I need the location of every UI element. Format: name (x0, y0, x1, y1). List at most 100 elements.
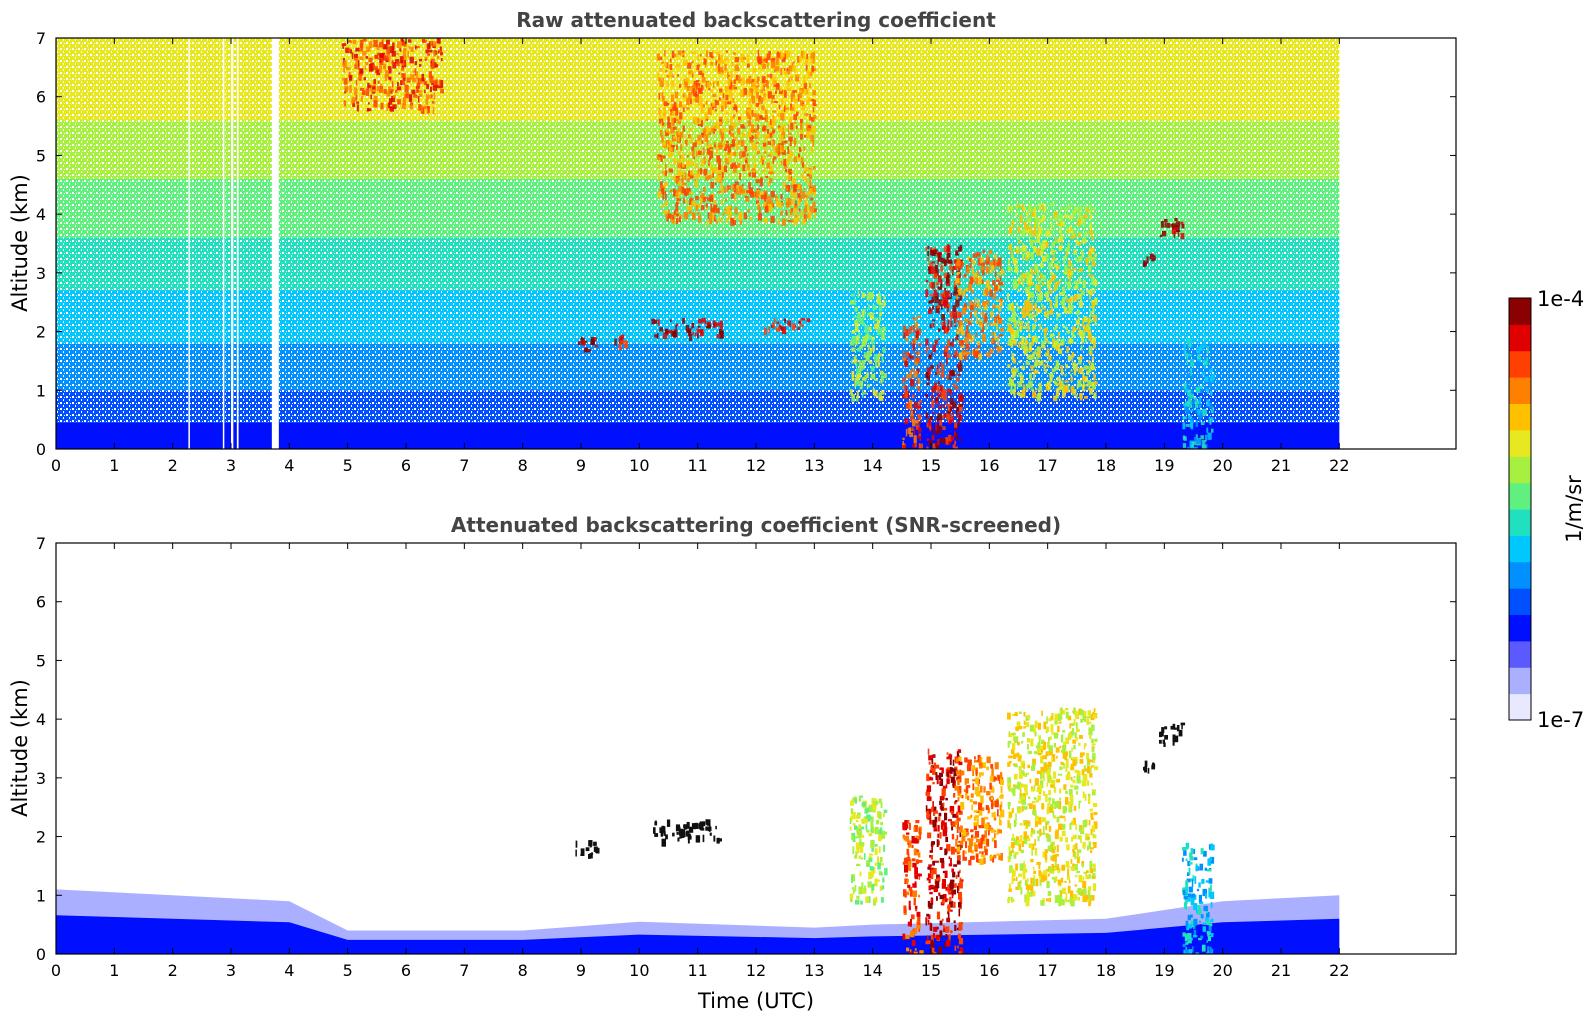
feature-cell (710, 197, 713, 201)
feature-cell (774, 318, 776, 322)
feature-cell (797, 94, 800, 102)
feature-cell (1061, 830, 1066, 837)
feature-cell (1068, 801, 1073, 806)
feature-cell (1211, 428, 1214, 433)
feature-cell (678, 828, 683, 836)
feature-cell (651, 318, 656, 325)
feature-cell (1028, 313, 1033, 320)
feature-cell (990, 266, 993, 274)
feature-cell (739, 164, 742, 167)
feature-cell (941, 364, 945, 372)
feature-cell (853, 298, 857, 305)
feature-cell (978, 304, 981, 309)
feature-cell (730, 125, 734, 131)
feature-cell (916, 921, 921, 929)
feature-cell (949, 767, 953, 774)
feature-cell (1067, 259, 1072, 267)
feature-cell (918, 343, 922, 347)
feature-cell (695, 195, 699, 201)
feature-cell (1079, 758, 1084, 764)
feature-cell (963, 303, 967, 310)
feature-cell (867, 350, 872, 357)
feature-cell (1013, 322, 1016, 326)
feature-cell (1083, 871, 1088, 874)
feature-cell (763, 327, 767, 336)
feature-cell (663, 101, 668, 106)
feature-cell (947, 890, 952, 894)
feature-cell (689, 151, 692, 155)
feature-cell (778, 104, 781, 110)
feature-cell (939, 894, 945, 900)
feature-cell (991, 803, 994, 810)
feature-cell (1195, 419, 1199, 427)
feature-cell (759, 115, 763, 120)
feature-cell (939, 858, 944, 863)
feature-cell (1074, 233, 1077, 239)
feature-cell (1064, 751, 1069, 756)
feature-cell (1080, 345, 1083, 351)
feature-cell (917, 873, 922, 877)
feature-cell (946, 767, 951, 770)
feature-cell (1206, 920, 1210, 926)
feature-cell (401, 66, 405, 71)
feature-cell (750, 51, 753, 55)
feature-cell (914, 358, 918, 366)
feature-cell (953, 768, 957, 777)
feature-cell (720, 72, 725, 76)
feature-cell (1206, 952, 1208, 954)
feature-cell (691, 823, 697, 830)
feature-cell (1065, 860, 1070, 868)
feature-cell (1023, 831, 1028, 839)
feature-cell (1054, 339, 1058, 346)
feature-cell (660, 181, 663, 188)
feature-cell (1087, 387, 1092, 391)
feature-cell (909, 889, 913, 897)
feature-cell (746, 112, 750, 119)
feature-cell (1023, 836, 1028, 845)
feature-cell (1048, 341, 1051, 345)
feature-cell (662, 122, 665, 126)
feature-cell (1178, 729, 1183, 737)
feature-cell (1038, 735, 1041, 740)
feature-cell (666, 215, 669, 222)
feature-cell (1041, 817, 1047, 822)
feature-cell (743, 88, 748, 96)
feature-cell (695, 162, 698, 169)
feature-cell (986, 791, 991, 796)
feature-cell (1013, 764, 1018, 768)
feature-cell (909, 432, 913, 438)
feature-cell (1082, 375, 1085, 382)
feature-cell (761, 98, 763, 103)
feature-cell (1027, 320, 1029, 329)
feature-cell (973, 816, 977, 821)
feature-cell (1208, 887, 1212, 892)
feature-cell (1055, 265, 1059, 271)
feature-cell (903, 325, 906, 332)
feature-cell (795, 200, 797, 206)
feature-cell (959, 793, 962, 798)
x-tick-label: 19 (1154, 456, 1174, 475)
feature-cell (707, 107, 712, 115)
feature-cell (954, 780, 956, 787)
feature-cell (1083, 773, 1088, 781)
feature-cell (1189, 852, 1193, 858)
feature-cell (1055, 829, 1059, 835)
feature-cell (702, 834, 705, 843)
feature-cell (1067, 242, 1070, 249)
feature-cell (1021, 308, 1026, 314)
feature-cell (1055, 359, 1059, 368)
feature-cell (754, 88, 759, 92)
feature-cell (726, 141, 729, 144)
feature-cell (850, 293, 855, 297)
feature-cell (961, 340, 964, 345)
feature-cell (758, 66, 761, 71)
feature-cell (1040, 874, 1045, 883)
feature-cell (1043, 205, 1047, 213)
feature-cell (721, 187, 724, 194)
feature-cell (1089, 310, 1092, 317)
feature-cell (1086, 845, 1089, 851)
feature-cell (904, 878, 908, 885)
x-tick-label: 21 (1271, 961, 1291, 980)
feature-cell (1064, 256, 1068, 260)
feature-cell (1068, 203, 1071, 210)
